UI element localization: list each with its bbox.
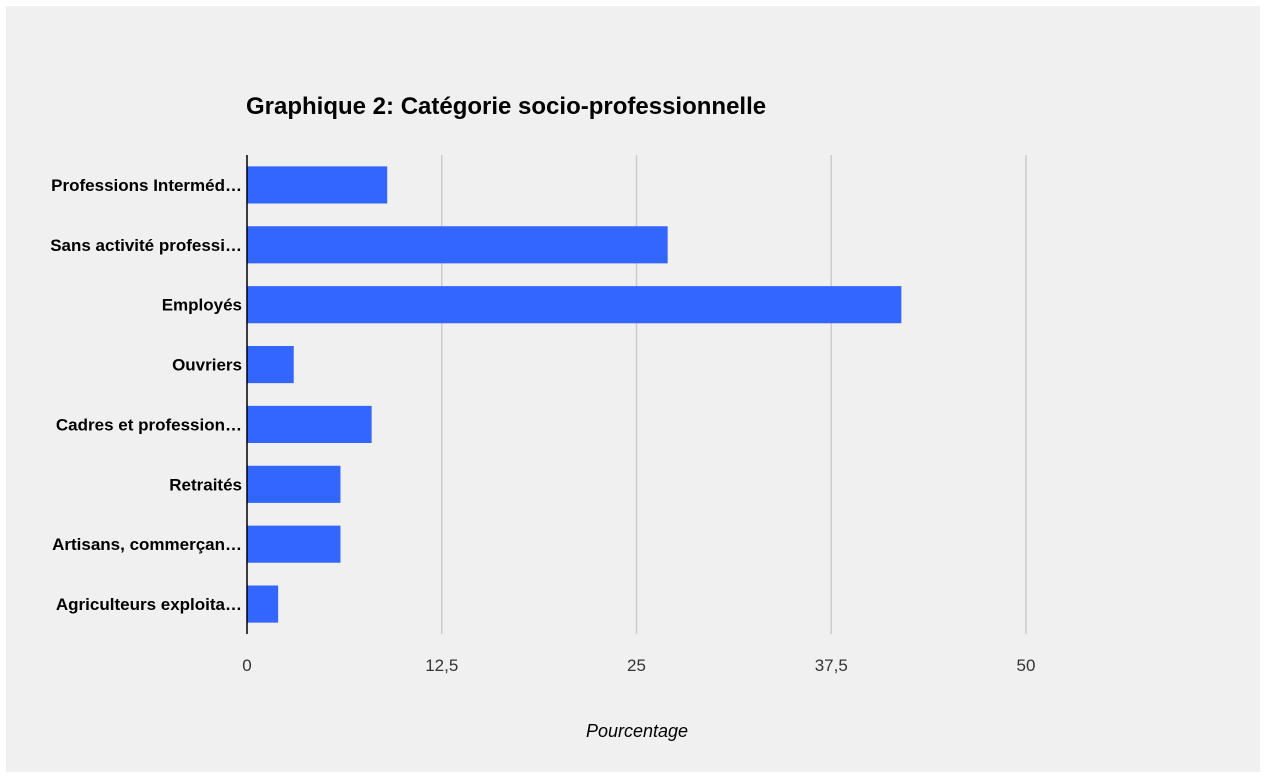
x-tick-label: 50	[1017, 656, 1036, 675]
bar-chart: Graphique 2: Catégorie socio-professionn…	[50, 93, 1035, 741]
bar	[247, 525, 341, 563]
category-labels: Professions Interméd… Sans activité profe…	[50, 176, 242, 614]
category-label: Retraités	[169, 475, 242, 494]
x-tick-label: 25	[627, 656, 646, 675]
bars	[247, 166, 902, 623]
category-label: Sans activité professi…	[50, 236, 242, 255]
bar	[247, 226, 668, 264]
x-axis-title: Pourcentage	[586, 721, 688, 741]
bar	[247, 465, 341, 503]
chart-title: Graphique 2: Catégorie socio-professionn…	[246, 93, 766, 120]
bar	[247, 166, 388, 204]
category-label: Cadres et profession…	[56, 415, 242, 434]
x-tick-labels: 0 12,5 25 37,5 50	[242, 656, 1035, 675]
bar	[247, 585, 279, 623]
x-tick-label: 37,5	[815, 656, 848, 675]
bar	[247, 346, 294, 384]
x-tick-label: 0	[242, 656, 251, 675]
category-label: Professions Interméd…	[51, 176, 242, 195]
category-label: Artisans, commerçan…	[52, 535, 242, 554]
chart-frame: Graphique 2: Catégorie socio-professionn…	[6, 6, 1260, 772]
bar	[247, 286, 902, 324]
category-label: Employés	[162, 296, 242, 315]
bar	[247, 405, 372, 443]
category-label: Ouvriers	[172, 356, 242, 375]
category-label: Agriculteurs exploita…	[56, 595, 242, 614]
x-tick-label: 12,5	[425, 656, 458, 675]
